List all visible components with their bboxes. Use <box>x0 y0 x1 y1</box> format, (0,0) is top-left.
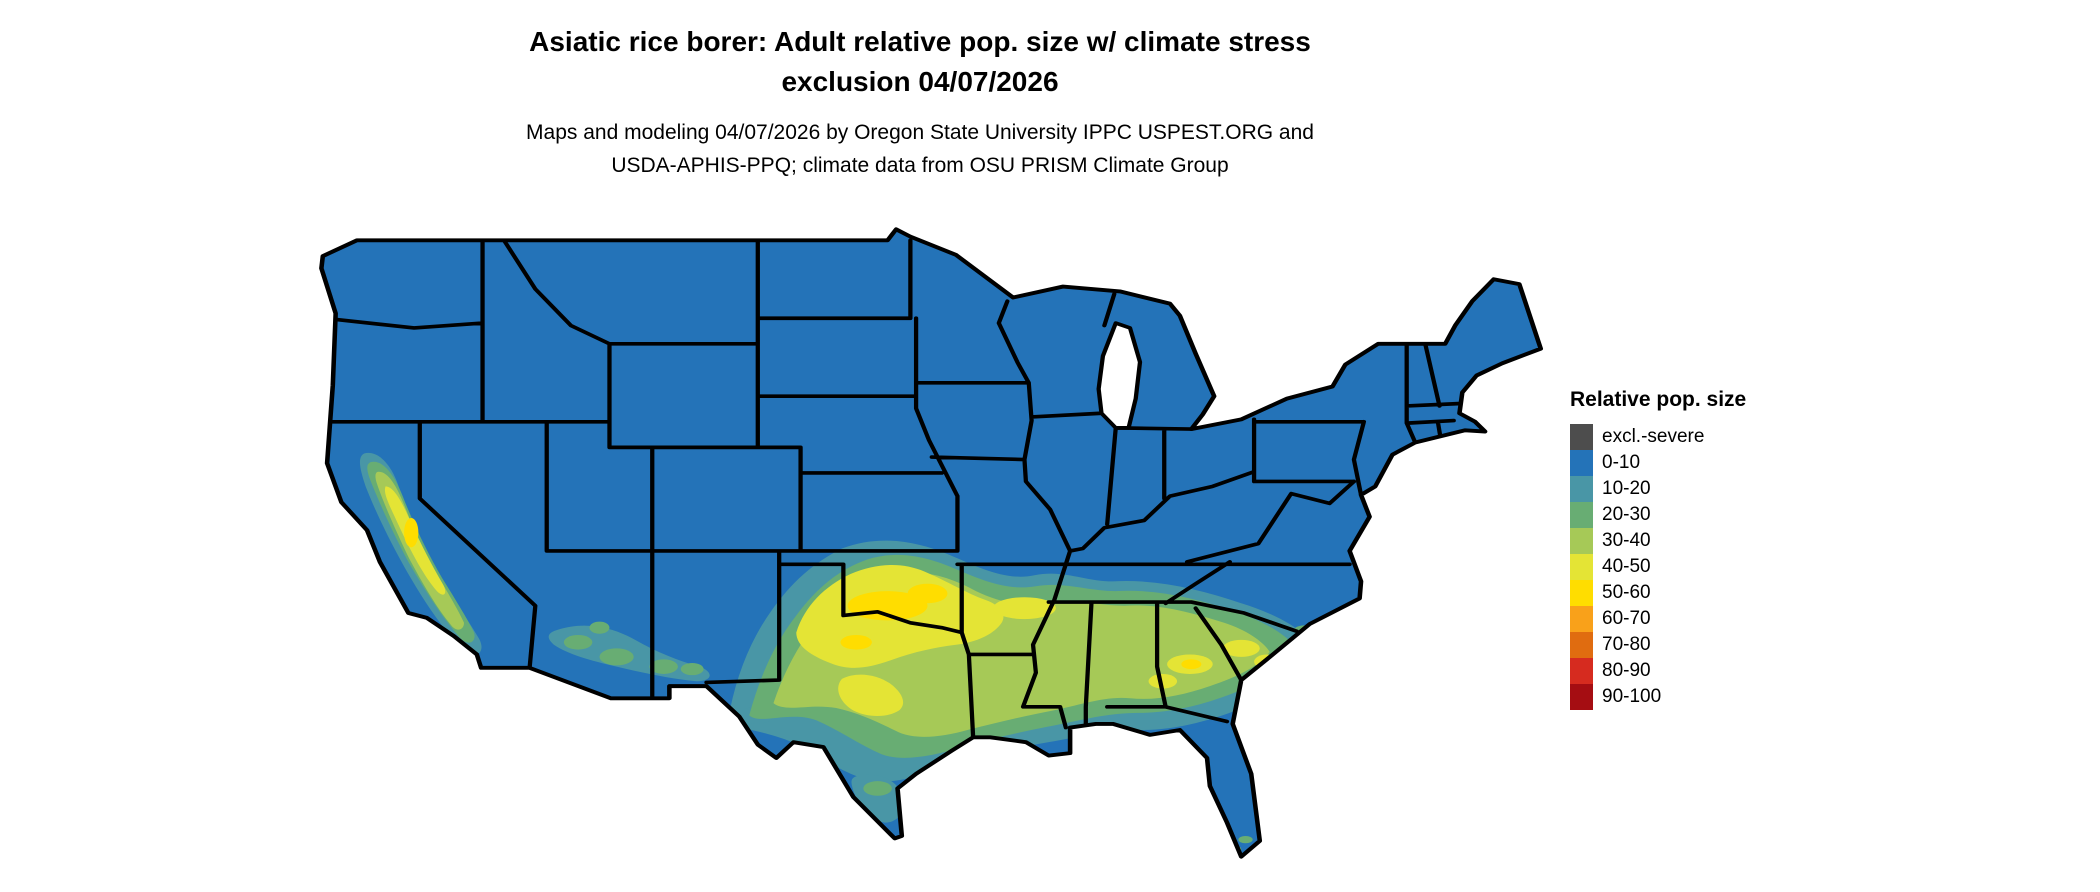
legend-swatch-90-100 <box>1570 684 1593 710</box>
us-outline <box>319 227 1544 859</box>
legend-swatch-0-10 <box>1570 450 1593 476</box>
map-subtitle: Maps and modeling 04/07/2026 by Oregon S… <box>0 116 1840 182</box>
legend-label: 10-20 <box>1602 478 1651 499</box>
legend-label: 70-80 <box>1602 634 1651 655</box>
legend-item: 20-30 <box>1570 502 1746 528</box>
state-borders <box>330 238 1464 740</box>
legend-item: 70-80 <box>1570 632 1746 658</box>
legend-label: 50-60 <box>1602 582 1651 603</box>
legend-swatch-80-90 <box>1570 658 1593 684</box>
map-title: Asiatic rice borer: Adult relative pop. … <box>0 22 1840 102</box>
legend-item: 30-40 <box>1570 528 1746 554</box>
legend-swatch-60-70 <box>1570 606 1593 632</box>
legend-item: 40-50 <box>1570 554 1746 580</box>
us-map <box>300 222 1555 892</box>
legend-item: 90-100 <box>1570 684 1746 710</box>
legend-item: 60-70 <box>1570 606 1746 632</box>
legend-label: excl.-severe <box>1602 426 1705 447</box>
map-subtitle-line1: Maps and modeling 04/07/2026 by Oregon S… <box>526 121 1314 144</box>
legend-label: 0-10 <box>1602 452 1641 473</box>
map-title-line2: exclusion 04/07/2026 <box>781 66 1059 97</box>
legend-label: 60-70 <box>1602 608 1651 629</box>
legend-item: 10-20 <box>1570 476 1746 502</box>
legend-label: 30-40 <box>1602 530 1651 551</box>
legend-swatch-excl-severe <box>1570 424 1593 450</box>
us-map-svg <box>319 227 1544 859</box>
legend-label: 40-50 <box>1602 556 1651 577</box>
lake-michigan <box>1096 321 1143 430</box>
legend-swatch-20-30 <box>1570 502 1593 528</box>
legend-title: Relative pop. size <box>1570 388 1747 411</box>
legend-swatch-10-20 <box>1570 476 1593 502</box>
legend-item: 80-90 <box>1570 658 1746 684</box>
legend-label: 90-100 <box>1602 686 1662 707</box>
legend-item: excl.-severe <box>1570 424 1746 450</box>
legend-swatch-40-50 <box>1570 554 1593 580</box>
map-title-line1: Asiatic rice borer: Adult relative pop. … <box>529 26 1311 57</box>
legend: Relative pop. size excl.-severe 0-10 10-… <box>1570 388 1746 710</box>
legend-label: 80-90 <box>1602 660 1651 681</box>
legend-item: 0-10 <box>1570 450 1746 476</box>
legend-swatch-30-40 <box>1570 528 1593 554</box>
map-subtitle-line2: USDA-APHIS-PPQ; climate data from OSU PR… <box>611 154 1229 177</box>
legend-item: 50-60 <box>1570 580 1746 606</box>
legend-label: 20-30 <box>1602 504 1651 525</box>
legend-swatch-50-60 <box>1570 580 1593 606</box>
legend-swatch-70-80 <box>1570 632 1593 658</box>
